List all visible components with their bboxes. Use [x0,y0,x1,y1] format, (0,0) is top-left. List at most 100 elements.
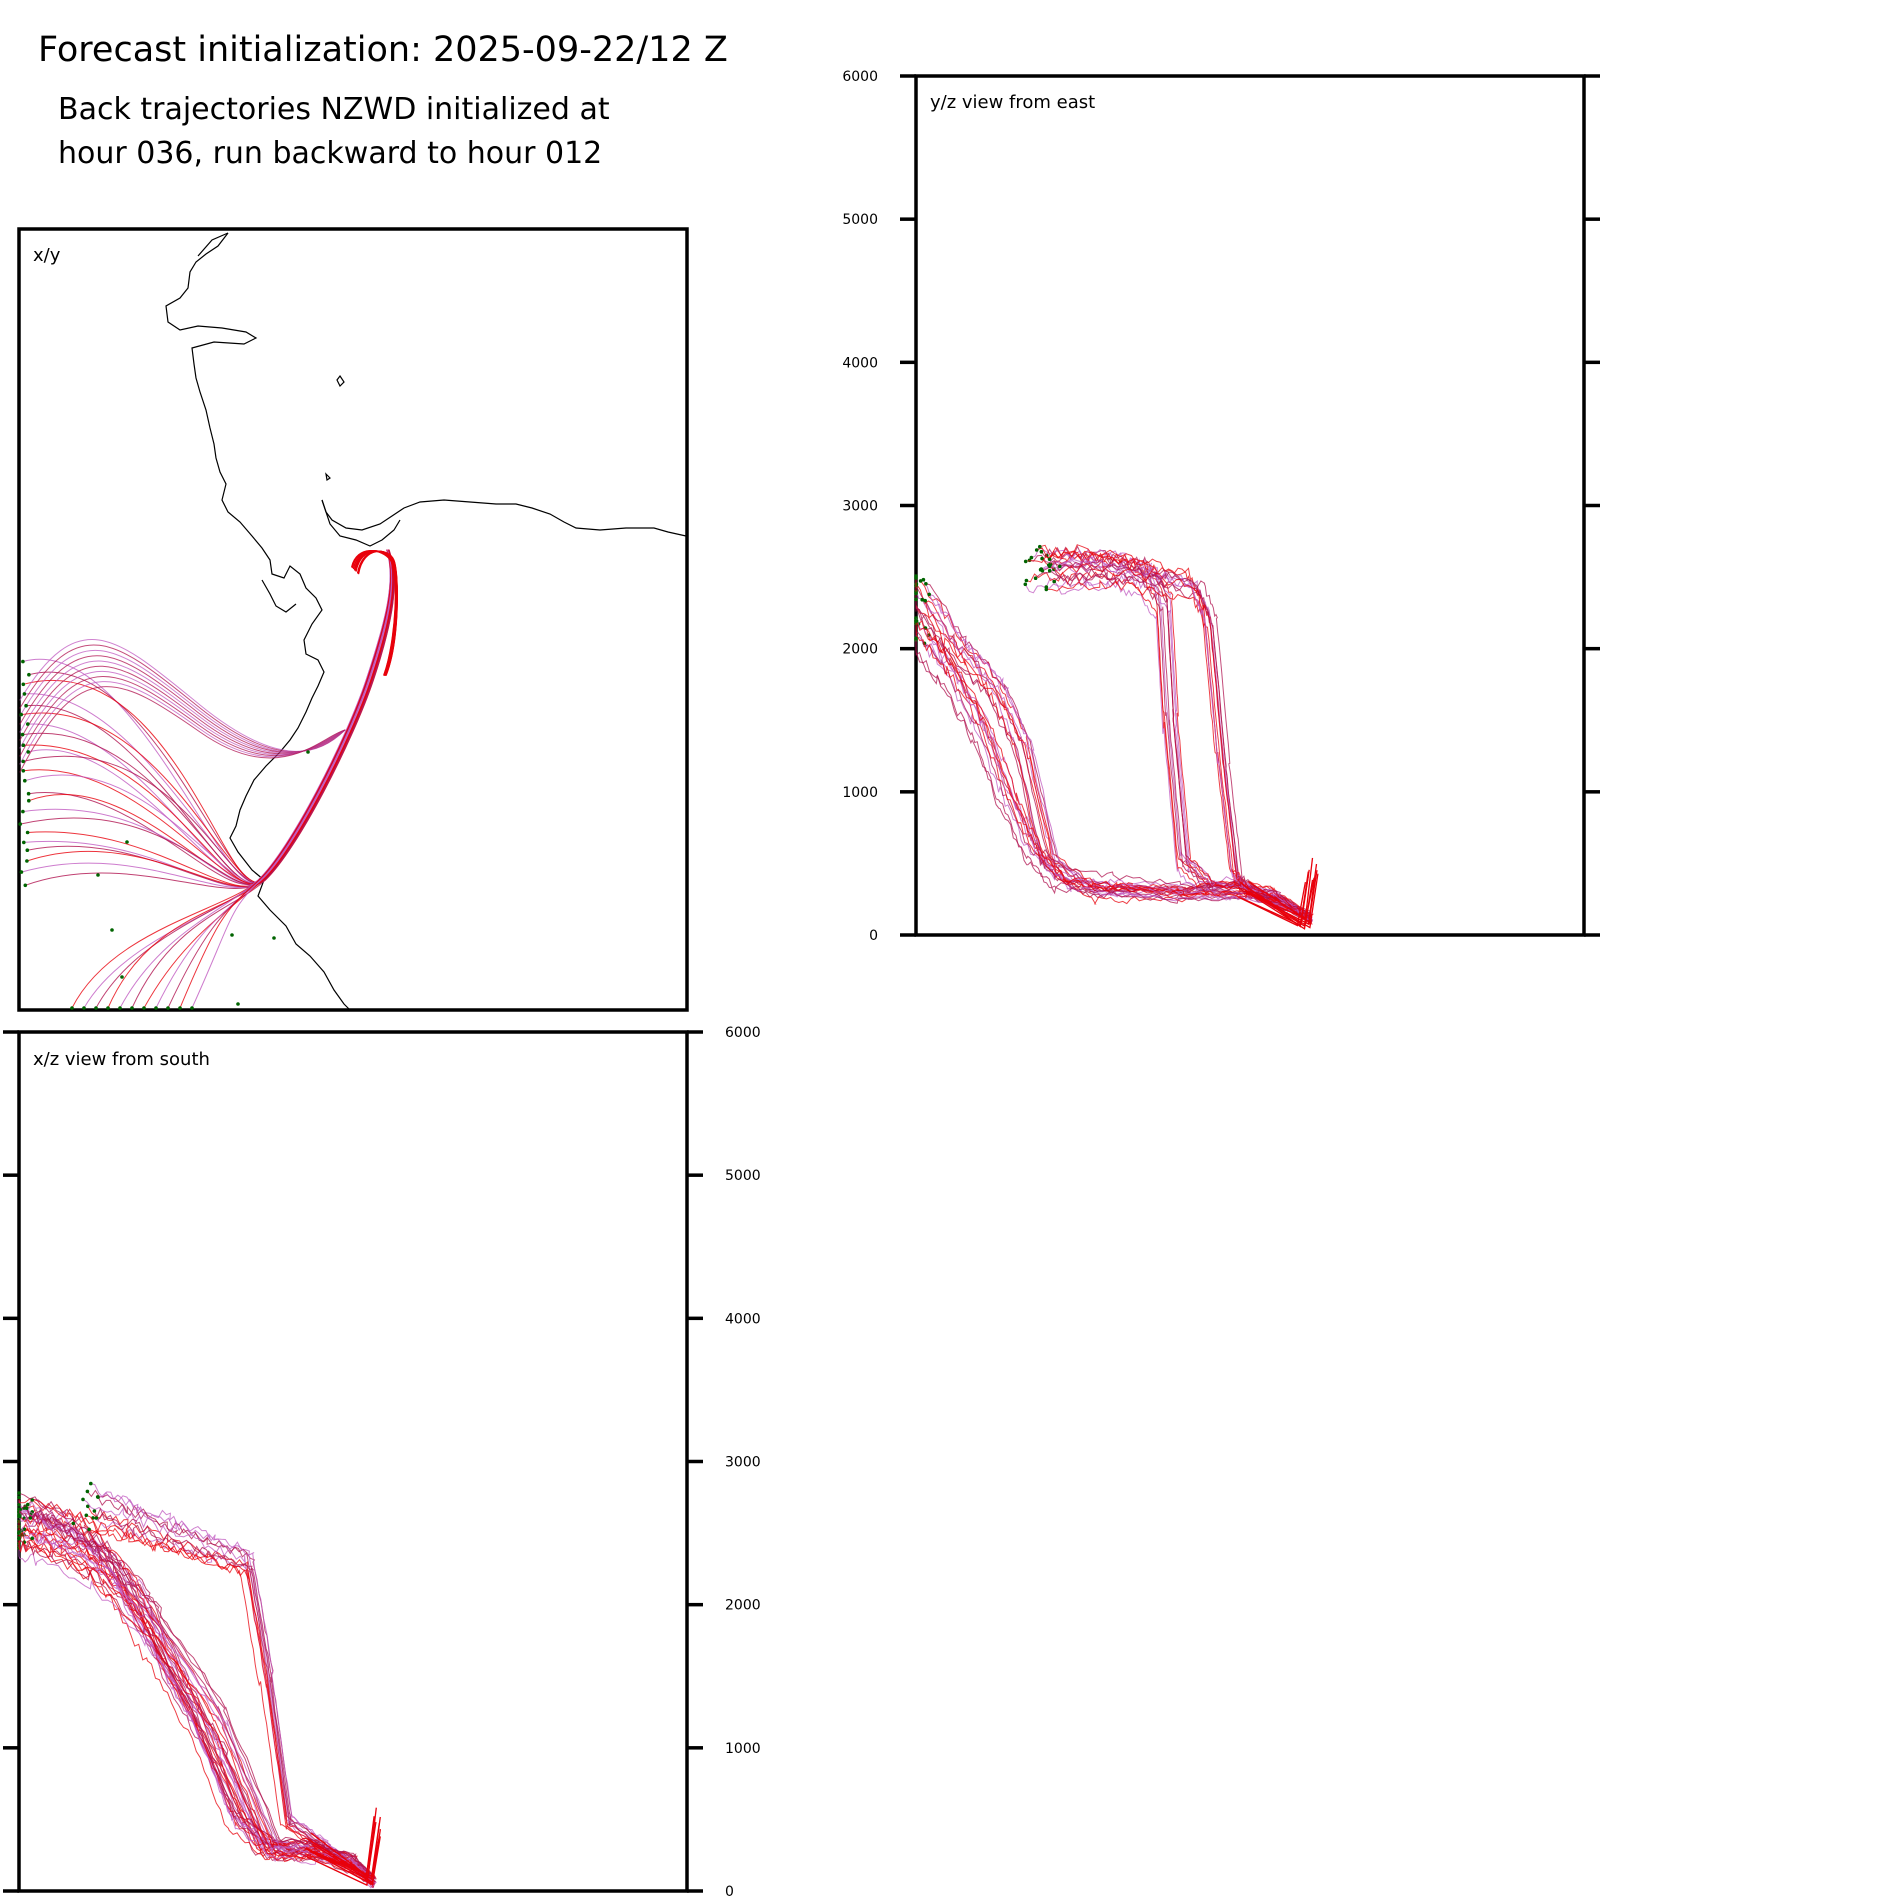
ytick-label: 2000 [842,642,878,658]
trajectory-endpoint [921,577,926,582]
trajectory-endpoint [96,873,100,877]
trajectory-endpoint [22,692,27,696]
trajectory-endpoint [28,1516,33,1520]
ytick-label: 3000 [725,1455,761,1471]
trajectory-endpoint [1039,567,1044,571]
trajectory-endpoint [17,1503,21,1507]
trajectory-line [1035,568,1311,919]
trajectory-endpoint [142,1006,146,1010]
trajectory-endpoint [1058,564,1062,569]
trajectory-endpoint [26,1502,30,1507]
trajectory-endpoint [1024,578,1029,583]
trajectory-endpoint [125,840,129,844]
trajectory-endpoint [1047,557,1052,561]
trajectory-endpoint [914,619,919,623]
trajectory-line [1049,563,1311,922]
trajectory-line [307,1821,377,1877]
trajectory-endpoint [21,682,26,687]
trajectory-endpoint [1047,564,1052,568]
ytick-label: 2000 [725,1598,761,1614]
trajectory-line [305,1816,375,1880]
trajectory-endpoint [21,769,26,773]
trajectory-endpoint [914,576,918,580]
trajectory-endpoint [26,791,31,796]
trajectory-line [1237,881,1307,927]
trajectory-endpoint [1039,549,1044,554]
trajectory-endpoint [120,975,124,979]
trajectory-endpoint [20,732,25,737]
trajectory-line [1041,560,1311,921]
trajectory-endpoint [166,1006,170,1010]
ytick-label: 0 [725,1884,734,1900]
panel-xz: x/z view from south 0 1000 2000 3000 4000 500… [3,1025,761,1900]
trajectory-endpoint [110,928,114,932]
trajectory-endpoint [23,778,27,783]
trajectory-line [354,550,398,676]
trajectory-endpoint [272,936,276,940]
ytick-label: 1000 [842,785,878,801]
trajectory-endpoint [85,1489,90,1494]
trajectory-endpoint [923,598,927,603]
trajectory-line [19,686,346,773]
trajectory-endpoint [27,798,31,803]
trajectory-line [352,550,397,676]
coastline-west [165,232,351,1011]
trajectory-line [18,1509,374,1887]
yz-trajectories [914,544,1319,930]
trajectory-endpoint [84,1513,89,1518]
trajectory-endpoint [17,1495,21,1500]
panel-xy: x/y [17,227,689,1012]
coastline-upper [197,232,229,257]
trajectory-endpoint [178,1006,182,1010]
trajectory-endpoint [24,703,28,708]
trajectory-endpoint [1023,559,1028,564]
subtitle-line-1: Back trajectories NZWD initialized at [58,92,610,127]
trajectory-endpoint [927,592,931,597]
trajectory-endpoint [1047,568,1052,573]
trajectory-endpoint [27,672,31,677]
trajectory-endpoint [914,591,918,596]
trajectory-endpoint [92,1509,97,1513]
trajectory-endpoint [914,636,918,641]
trajectory-endpoint [23,883,28,888]
ytick-label: 4000 [842,355,878,371]
trajectory-endpoint [918,579,923,583]
trajectory-line [191,549,392,1009]
panel-xy-frame [17,227,689,1012]
ytick-label: 6000 [842,69,878,85]
trajectory-endpoint [71,1521,76,1526]
ytick-label: 4000 [725,1311,761,1327]
trajectory-endpoint [21,659,25,664]
trajectory-line [119,549,391,1009]
trajectory-line [82,1498,367,1876]
trajectory-endpoint [1023,582,1028,587]
ytick-label: 5000 [842,212,878,228]
trajectory-endpoint [24,1506,29,1511]
panel-yz-label: y/z view from east [930,92,1095,113]
trajectory-endpoint [1052,579,1056,584]
panel-yz-ticks: 0 1000 2000 3000 4000 5000 6000 [842,69,1600,944]
trajectory-line [131,549,395,1009]
trajectory-endpoint [1038,544,1042,549]
trajectory-endpoint [17,1530,21,1534]
trajectory-line [1059,558,1313,924]
trajectory-endpoint [21,743,26,747]
trajectory-endpoint [914,597,918,602]
trajectory-endpoint [30,1536,34,1541]
trajectory-endpoint [81,1497,85,1502]
trajectory-endpoint [26,750,31,754]
trajectory-endpoint [25,830,30,835]
trajectory-endpoint [920,597,924,602]
trajectory-endpoint [17,1491,21,1495]
trajectory-line [30,1512,377,1880]
trajectory-endpoint [25,859,29,863]
xz-trajectories [17,1481,382,1889]
trajectory-endpoint [94,1516,99,1520]
panel-xz-frame [17,1030,689,1893]
figure-subtitle: Back trajectories NZWD initialized at ho… [58,88,610,176]
trajectory-endpoint [106,1006,110,1010]
trajectory-endpoint [70,1006,74,1010]
trajectory-endpoint [21,759,26,764]
trajectory-endpoint [86,1504,90,1509]
